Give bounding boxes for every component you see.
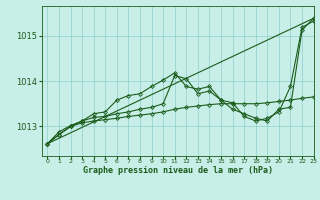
X-axis label: Graphe pression niveau de la mer (hPa): Graphe pression niveau de la mer (hPa) (83, 166, 273, 175)
